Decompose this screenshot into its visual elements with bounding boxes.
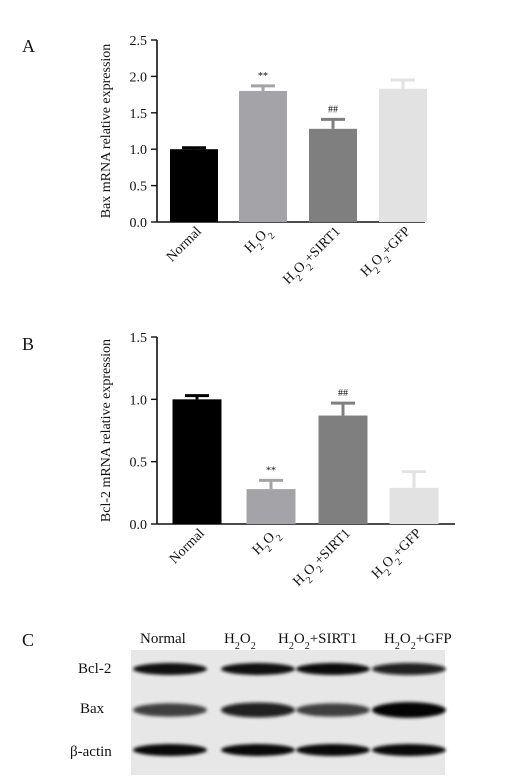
chart-b-y-tick-label: 1.5 [130,331,148,346]
blot-col-header-h2o2-sirt1: H2O2+SIRT1 [278,631,357,652]
chart-b-bar-h2o2-sirt1 [318,415,368,524]
chart-a-y-tick-label: 0.5 [130,180,148,195]
chart-b-significance-label: ** [266,465,276,476]
blot-band-bcl-2-h2o2 [221,663,295,675]
chart-a-y-tick-label: 1.0 [130,143,148,158]
chart-b-y-tick-label: 0.5 [130,456,148,471]
blot-col-header-h2o2: H2O2 [224,631,256,652]
chart-a-y-tick-label: 0.0 [130,216,148,231]
chart-b-bar-normal [172,399,222,524]
blot-row-label-bax: Bax [80,701,105,717]
chart-a-x-tick-label: H2O2+SIRT1 [280,224,347,291]
chart-a-x-tick-label: H2O2+GFP [358,224,417,283]
panel-letter-c: C [22,630,34,650]
blot-band-bcl-2-h2o2-gfp [372,663,446,675]
chart-a: 0.0 0.5 1.0 1.5 2.0 2.5 Bax mRNA relative expr… [99,34,427,291]
chart-a-x-tick-label: H2O2 [242,224,277,259]
chart-b-x-tick-label: Normal [167,526,208,567]
panel-letter-b: B [22,334,34,354]
chart-a-bar-h2o2-gfp [379,88,427,222]
blot-col-header-normal: Normal [140,631,186,647]
chart-b-x-tick-label: H2O2+GFP [369,526,428,585]
blot-band-bcl-2-normal [133,663,207,675]
chart-b-y-axis-label: Bcl-2 mRNA relative expression [99,339,114,522]
chart-a-bar-normal [170,149,218,222]
blot-band-bcl-2-h2o2-sirt1 [296,663,370,675]
chart-b-y-tick-label: 0.0 [130,518,148,533]
blot-band-bax-normal [133,703,207,717]
chart-a-y-axis-label: Bax mRNA relative expression [99,44,114,219]
chart-b-x-tick-label: H2O2 [250,526,285,561]
chart-a-bar-h2o2-sirt1 [309,128,357,222]
blot-band-bax-h2o2 [221,702,295,718]
chart-a-bar-h2o2 [239,90,287,223]
blot-band-actin-h2o2-gfp [372,744,446,756]
blot-band-bax-h2o2-gfp [372,702,446,718]
chart-a-x-tick-label: Normal [164,224,205,265]
chart-b-x-tick-label: H2O2+SIRT1 [290,526,357,593]
blot-row-label-actin: β-actin [70,744,112,760]
blot-band-actin-h2o2-sirt1 [296,744,370,756]
blot-col-header-h2o2-gfp: H2O2+GFP [384,631,452,652]
blot-band-bax-h2o2-sirt1 [296,703,370,717]
chart-b-significance-label: ## [338,388,348,399]
chart-b-y-tick-label: 1.0 [130,393,148,408]
chart-b-bar-h2o2-gfp [389,487,439,524]
chart-a-y-tick-label: 2.5 [130,34,148,49]
chart-a-significance-label: ** [258,71,268,82]
western-blot: Normal H2O2 H2O2+SIRT1 H2O2+GFP Bcl-2 Ba… [70,631,452,775]
blot-band-actin-normal [133,744,207,756]
panel-letter-a: A [22,36,35,56]
blot-band-actin-h2o2 [221,744,295,756]
chart-b-bar-h2o2 [246,489,296,524]
chart-a-y-tick-label: 1.5 [130,107,148,122]
blot-row-label-bcl2: Bcl-2 [78,661,111,677]
blot-bands [133,663,446,756]
chart-b: 0.0 0.5 1.0 1.5 Bcl-2 mRNA relative expressi… [99,331,455,593]
chart-a-y-tick-label: 2.0 [130,70,148,85]
chart-a-significance-label: ## [328,104,338,115]
